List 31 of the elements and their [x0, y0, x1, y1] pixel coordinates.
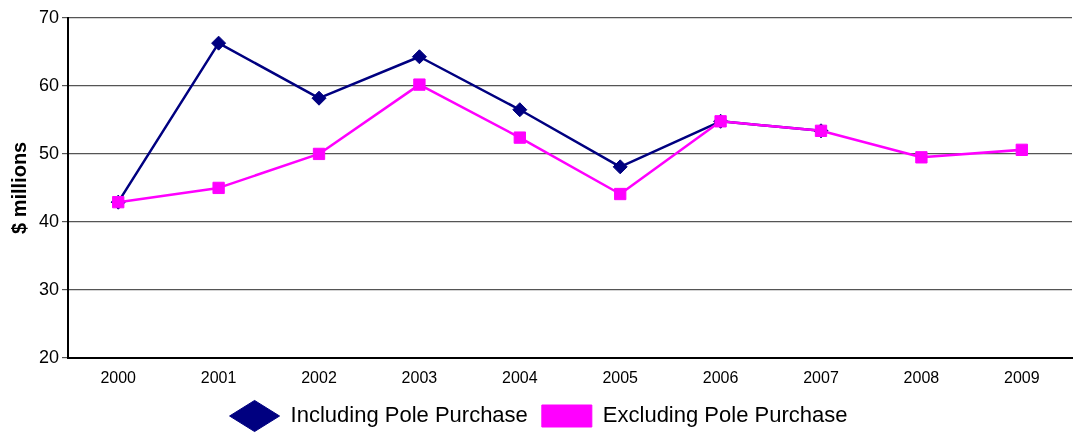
point [413, 78, 426, 91]
point [211, 35, 227, 51]
x-tick-label: 2009 [1004, 368, 1040, 386]
point [411, 49, 427, 65]
point [212, 181, 225, 195]
y-tick-label: 60 [38, 74, 60, 95]
x-tick-label: 2004 [502, 368, 538, 386]
y-axis-title: $ millions [7, 141, 30, 235]
point [311, 90, 327, 106]
x-tick-label: 2005 [602, 368, 639, 386]
point [614, 187, 627, 201]
x-tick-label: 2008 [903, 368, 940, 386]
point [513, 131, 526, 144]
point [915, 151, 928, 164]
point [512, 102, 528, 118]
y-tick-label: 30 [38, 278, 60, 299]
point [1015, 143, 1028, 156]
x-tick-label: 2003 [401, 368, 438, 386]
point [312, 147, 326, 161]
x-tick-label: 2006 [702, 368, 739, 386]
y-tick-label: 40 [38, 210, 60, 231]
point [612, 159, 628, 175]
x-tick-label: 2002 [301, 368, 337, 386]
x-tick-label: 2007 [803, 368, 839, 386]
x-tick-label: 2001 [200, 368, 237, 386]
y-tick-label: 20 [38, 346, 60, 367]
legend-label: Excluding Pole Purchase [602, 402, 848, 428]
y-tick-label: 70 [38, 6, 60, 27]
x-tick-label: 2000 [100, 368, 137, 386]
y-tick-label: 50 [38, 142, 60, 163]
legend-label: Including Pole Purchase [290, 402, 528, 428]
